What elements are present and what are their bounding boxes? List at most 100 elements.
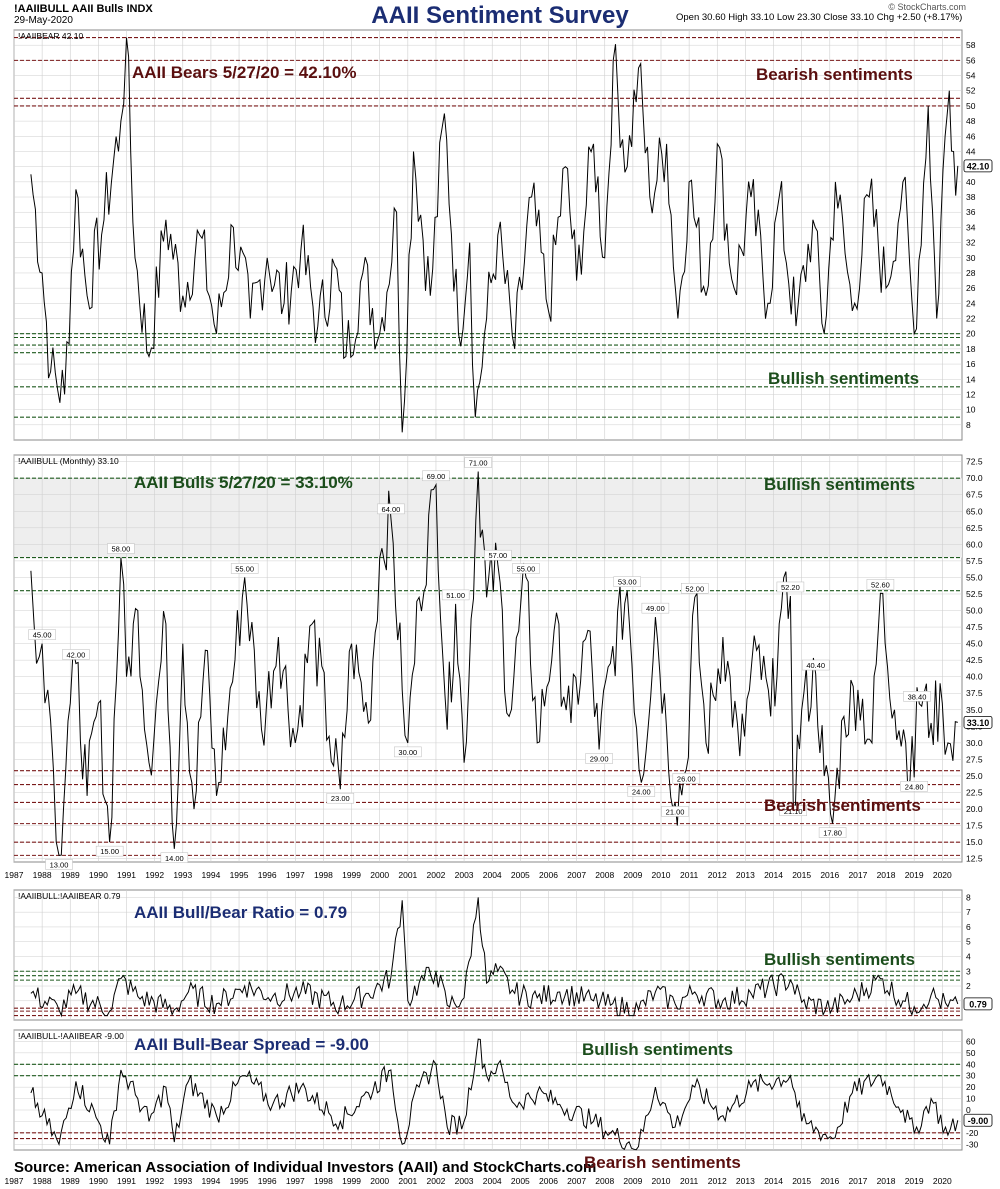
x-tick-label: 2000 xyxy=(370,870,389,880)
peak-label-box xyxy=(107,543,135,554)
y-tick-label: 58 xyxy=(966,40,976,50)
peak-label-box xyxy=(512,563,540,574)
peak-label-box xyxy=(900,781,928,792)
x-tick-label: 1988 xyxy=(33,1176,52,1186)
zone-label-bottom: Bullish sentiments xyxy=(768,369,919,388)
x-tick-label: 1988 xyxy=(33,870,52,880)
y-tick-label: 26 xyxy=(966,283,976,293)
peak-label-box xyxy=(326,792,355,804)
x-tick-label: 1995 xyxy=(230,870,249,880)
x-tick-label: 2002 xyxy=(426,1176,445,1186)
peak-label-box xyxy=(230,563,259,574)
x-tick-label: 1999 xyxy=(342,870,361,880)
x-tick-label: 2017 xyxy=(848,1176,867,1186)
panel-label: !AAIIBEAR 42.10 xyxy=(18,31,83,41)
y-tick-label: 35.0 xyxy=(966,705,983,715)
panel-bears: 8101214161820222426283032343638404244464… xyxy=(13,29,993,441)
x-tick-label: 2004 xyxy=(483,1176,502,1186)
x-tick-label: 1997 xyxy=(286,870,305,880)
peak-label: 29.00 xyxy=(590,754,609,763)
peak-label-box xyxy=(661,806,689,817)
y-tick-label: 24 xyxy=(966,298,976,308)
peak-label: 30.00 xyxy=(398,748,417,757)
x-tick-label: 1996 xyxy=(258,1176,277,1186)
y-tick-label: 57.5 xyxy=(966,556,983,566)
y-tick-label: 7 xyxy=(966,907,971,917)
x-tick-label: 2011 xyxy=(680,870,699,880)
y-tick-label: 54 xyxy=(966,71,976,81)
x-tick-label: 2012 xyxy=(708,1176,727,1186)
x-tick-label: 1989 xyxy=(61,1176,80,1186)
peak-label-box xyxy=(377,503,405,515)
x-tick-label: 2013 xyxy=(736,1176,755,1186)
y-tick-label: 28 xyxy=(966,268,976,278)
x-tick-label: 2009 xyxy=(623,1176,642,1186)
x-tick-label: 2006 xyxy=(539,1176,558,1186)
series-line-bears xyxy=(30,37,959,433)
zone-label-bottom: Bearish sentiments xyxy=(764,796,921,815)
x-tick-label: 2014 xyxy=(764,870,783,880)
current-value-tag xyxy=(963,1113,993,1127)
x-tick-label: 1993 xyxy=(173,1176,192,1186)
y-tick-label: 60 xyxy=(966,1036,976,1046)
zone-label-top: Bullish sentiments xyxy=(764,950,915,969)
x-tick-label: 1997 xyxy=(286,1176,305,1186)
peak-label-box xyxy=(627,786,656,797)
x-tick-label: 2011 xyxy=(680,1176,699,1186)
x-tick-label: 2018 xyxy=(877,1176,896,1186)
y-tick-label: 60.0 xyxy=(966,539,983,549)
x-tick-label: 1987 xyxy=(5,1176,24,1186)
y-tick-label: 44 xyxy=(966,146,976,156)
current-value-text: 0.79 xyxy=(969,999,987,1009)
peak-label: 52.20 xyxy=(781,583,800,592)
y-tick-label: -20 xyxy=(966,1128,979,1138)
current-value-tag xyxy=(963,997,993,1011)
y-tick-label: 3 xyxy=(966,966,971,976)
panel-ratio: 123456780.79!AAIIBULL:!AAIIBEAR 0.79AAII… xyxy=(13,889,993,1046)
peak-label: 53.00 xyxy=(618,578,637,587)
y-tick-label: 52 xyxy=(966,86,976,96)
annotation-spread: AAII Bull-Bear Spread = -9.00 xyxy=(134,1035,369,1054)
peak-label-box xyxy=(641,602,670,614)
x-tick-label: 2010 xyxy=(652,1176,671,1186)
peak-label-box xyxy=(464,457,492,468)
peak-label: 21.10 xyxy=(784,807,803,816)
peak-label: 21.00 xyxy=(666,807,685,816)
y-tick-label: 2 xyxy=(966,981,971,991)
y-tick-label: 55.0 xyxy=(966,572,983,582)
peak-label-box xyxy=(779,805,807,817)
x-tick-label: 2008 xyxy=(595,870,614,880)
peak-label-box xyxy=(672,773,701,784)
x-tick-label: 2019 xyxy=(905,1176,924,1186)
peak-label-box xyxy=(776,581,805,593)
peak-label: 17.80 xyxy=(823,829,842,838)
x-tick-label: 2014 xyxy=(764,1176,783,1186)
x-tick-label: 2007 xyxy=(567,1176,586,1186)
y-tick-label: 46 xyxy=(966,131,976,141)
x-tick-label: 2004 xyxy=(483,870,502,880)
panel-spread: -30-20-100102030405060-9.00!AAIIBULL-!AA… xyxy=(5,1029,993,1186)
y-tick-label: 25.0 xyxy=(966,771,983,781)
x-tick-label: 2007 xyxy=(567,870,586,880)
x-tick-label: 1990 xyxy=(89,870,108,880)
y-tick-label: 30 xyxy=(966,253,976,263)
peak-label-box xyxy=(484,549,512,561)
x-tick-label: 2016 xyxy=(820,1176,839,1186)
peak-label: 26.00 xyxy=(677,774,696,783)
series-line-spread xyxy=(30,1038,959,1151)
x-tick-label: 2015 xyxy=(792,1176,811,1186)
current-value-tag xyxy=(963,715,993,729)
current-value-text: 33.10 xyxy=(967,718,990,728)
x-tick-label: 2001 xyxy=(398,870,417,880)
y-tick-label: 18 xyxy=(966,344,976,354)
y-tick-label: 6 xyxy=(966,922,971,932)
source-note: Source: American Association of Individu… xyxy=(14,1159,597,1176)
y-tick-label: 52.5 xyxy=(966,589,983,599)
y-tick-label: 17.5 xyxy=(966,821,983,831)
peak-label: 49.00 xyxy=(646,604,665,613)
x-tick-label: 1990 xyxy=(89,1176,108,1186)
peak-label-box xyxy=(613,576,641,587)
peak-label-box xyxy=(62,649,90,660)
peak-label: 57.00 xyxy=(488,551,507,560)
